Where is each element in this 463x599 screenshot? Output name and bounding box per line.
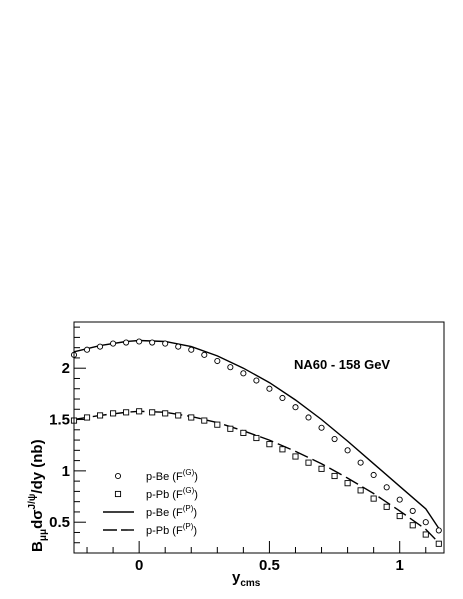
point-p-pb <box>435 540 442 547</box>
point-p-pb <box>422 531 429 538</box>
point-p-pb <box>214 421 221 428</box>
point-p-be <box>227 364 234 371</box>
point-p-be <box>266 385 273 392</box>
point-p-be <box>149 339 156 346</box>
point-p-pb <box>357 487 364 494</box>
point-p-pb <box>136 408 143 415</box>
point-p-be <box>396 496 403 503</box>
point-p-pb <box>396 512 403 520</box>
point-p-pb <box>266 441 273 448</box>
point-p-be <box>331 435 338 443</box>
point-p-pb <box>370 495 377 502</box>
point-p-be <box>240 370 247 377</box>
point-p-pb <box>409 522 416 529</box>
point-p-be <box>279 394 286 402</box>
point-p-be <box>123 339 130 346</box>
point-p-be <box>162 340 169 347</box>
point-p-be <box>409 507 416 514</box>
legend-marker <box>114 490 122 498</box>
point-p-be <box>435 527 442 534</box>
point-p-be <box>201 351 208 358</box>
point-p-pb <box>175 412 182 419</box>
point-p-pb <box>344 480 351 487</box>
point-p-pb <box>331 472 338 480</box>
legend-label: p-Pb (F(P)) <box>146 522 197 537</box>
point-p-be <box>97 343 104 350</box>
annotation: NA60 - 158 GeV <box>294 357 390 372</box>
point-p-be <box>318 424 325 431</box>
point-p-pb <box>83 414 91 421</box>
y-tick-label: 1.5 <box>49 412 70 429</box>
point-p-be <box>344 447 351 454</box>
point-p-pb <box>240 429 247 436</box>
point-p-be <box>214 357 221 365</box>
y-tick-label: 0.5 <box>49 514 70 531</box>
x-tick-label: 0.5 <box>259 557 280 574</box>
point-p-be <box>305 414 312 421</box>
point-p-be <box>383 484 390 491</box>
point-p-pb <box>279 446 286 453</box>
point-p-pb <box>383 503 390 510</box>
point-p-pb <box>97 412 104 419</box>
legend-label: p-Pb (F(G)) <box>146 486 198 501</box>
x-axis-title: ycms <box>232 569 261 589</box>
plot-frame <box>73 321 445 554</box>
point-p-be <box>292 404 299 411</box>
point-p-be <box>83 346 91 353</box>
point-p-pb <box>318 465 325 472</box>
point-p-pb <box>253 434 260 442</box>
y-tick-label: 1 <box>62 463 70 480</box>
point-p-pb <box>188 414 195 421</box>
point-p-pb <box>123 409 130 416</box>
point-p-be <box>253 377 260 384</box>
point-p-pb <box>227 425 234 432</box>
point-p-pb <box>292 453 299 460</box>
x-tick-label: 0 <box>135 557 143 574</box>
legend-marker <box>114 472 122 480</box>
y-axis-title: BμμdσJ/ψ/dy (nb) <box>27 439 49 552</box>
point-p-be <box>357 459 364 466</box>
point-p-pb <box>149 409 156 416</box>
legend-label: p-Be (F(G)) <box>146 468 198 483</box>
point-p-be <box>136 338 143 345</box>
curve-p-be <box>73 339 440 529</box>
legend-label: p-Be (F(P)) <box>146 504 197 519</box>
point-p-be <box>110 340 117 347</box>
y-tick-label: 2 <box>62 360 70 377</box>
curve-p-pb <box>73 410 440 544</box>
point-p-pb <box>305 459 312 466</box>
point-p-be <box>370 471 377 479</box>
x-tick-label: 1 <box>396 557 404 574</box>
point-p-pb <box>201 417 208 424</box>
point-p-pb <box>110 410 117 417</box>
point-p-be <box>175 343 182 350</box>
point-p-be <box>188 346 195 353</box>
legend: p-Be (F(G)) p-Pb (F(G)) p-Be (F(P)) p-Pb (F… <box>103 468 198 537</box>
point-p-pb <box>162 410 169 417</box>
point-p-be <box>422 519 429 526</box>
